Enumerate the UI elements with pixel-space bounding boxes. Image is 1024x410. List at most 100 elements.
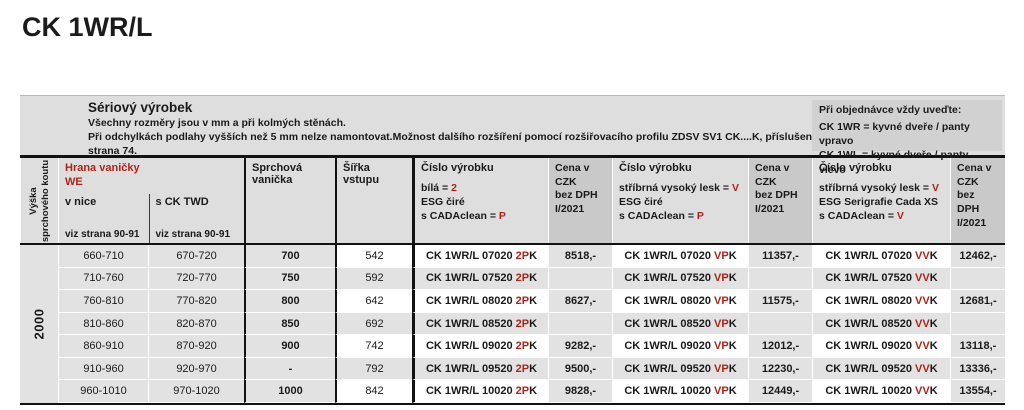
intro-line: strana 74.	[88, 144, 138, 157]
code-variant: VP	[714, 317, 729, 330]
code-base: CK 1WR/L 09020	[425, 340, 516, 353]
v-nice-header: v nice viz strana 90-91	[59, 194, 149, 243]
price-serigraphy-cell: 13336,-	[950, 357, 1005, 381]
code-suffix: K	[728, 249, 737, 262]
table-row: 960-1010 970-1020 1000 842 CK 1WR/L 1002…	[58, 380, 1005, 404]
product-code-silver-cell: CK 1WR/L 09020 VP K	[612, 335, 748, 358]
order-box-heading: Při objednávce vždy uveďte:	[819, 104, 962, 116]
code-variant: 2P	[515, 385, 530, 398]
v-nice-cell: 860-910	[58, 335, 148, 358]
sirka-cell: 842	[335, 380, 412, 404]
code-suffix: K	[929, 249, 938, 262]
code-base: CK 1WR/L 09520	[624, 362, 715, 375]
s-ck-twd-cell: 970-1020	[148, 380, 244, 404]
code-base: CK 1WR/L 08020	[825, 294, 916, 307]
price-table: Sériový výrobek Všechny rozměry jsou v m…	[20, 95, 1005, 405]
code-suffix: K	[529, 249, 538, 262]
s-ck-twd-cell: 870-920	[148, 335, 244, 358]
price-white-cell: 9500,-	[548, 357, 612, 381]
price-serigraphy-cell: 13118,-	[950, 335, 1005, 358]
legend-line: ESG čiré	[421, 195, 465, 208]
page-title: CK 1WR/L	[22, 12, 153, 42]
vanicka-header: Sprchová vanička	[244, 158, 335, 243]
s-ck-twd-header: s CK TWD viz strana 90-91	[148, 194, 244, 243]
code-base: CK 1WR/L 09520	[425, 362, 516, 375]
table-row: 910-960 920-970 - 792 CK 1WR/L 09520 2P K…	[58, 357, 1005, 381]
v-nice-cell: 760-810	[58, 290, 148, 313]
hrana-line1: Hrana vaničky	[65, 162, 140, 174]
code-suffix: K	[529, 317, 538, 330]
hrana-subcolumns: v nice viz strana 90-91 s CK TWD viz str…	[59, 194, 244, 243]
cislo-vyrobku-label: Číslo výrobku	[421, 162, 494, 174]
product-code-silver-cell: CK 1WR/L 08520 VP K	[612, 312, 748, 336]
table-row: 810-860 820-870 850 692 CK 1WR/L 08520 2…	[58, 312, 1005, 336]
code-base: CK 1WR/L 07020	[425, 249, 516, 262]
product-code-white-header: Číslo výrobku bílá = 2 ESG čiré s CADAcl…	[412, 158, 548, 243]
code-base: CK 1WR/L 10020	[425, 385, 516, 398]
price-white-cell: 8627,-	[548, 290, 612, 313]
cena-line: bez DPH	[755, 189, 798, 202]
legend-line: ESG Serigrafie Cada XS	[819, 195, 939, 208]
code-variant: VV	[915, 385, 930, 398]
legend-code-letter: P	[696, 209, 704, 222]
code-suffix: K	[728, 272, 737, 285]
legend-text: bílá =	[421, 182, 452, 194]
code-base: CK 1WR/L 09020	[825, 340, 916, 353]
intro-heading: Sériový výrobek	[88, 100, 193, 115]
code-suffix: K	[929, 385, 938, 398]
product-code-white-cell: CK 1WR/L 07520 2P K	[412, 267, 548, 291]
vanicka-cell: -	[244, 357, 335, 381]
hrana-header-group: Hrana vaničky WE v nice viz strana 90-91 …	[58, 158, 244, 243]
product-code-silver-cell: CK 1WR/L 09520 VP K	[612, 357, 748, 381]
legend-line: stříbrná vysoký lesk = V	[619, 182, 742, 196]
code-variant: VV	[915, 317, 930, 330]
v-nice-cell: 660-710	[58, 245, 148, 268]
cena-line: Cena v CZK	[957, 162, 992, 188]
code-base: CK 1WR/L 07020	[624, 249, 715, 262]
s-ck-twd-cell: 770-820	[148, 290, 244, 313]
code-variant: 2P	[515, 272, 530, 285]
price-serigraphy-cell: 13554,-	[950, 380, 1005, 404]
code-base: CK 1WR/L 08520	[624, 317, 715, 330]
code-base: CK 1WR/L 09520	[825, 362, 916, 375]
vyska-line2: sprchového koutu	[39, 159, 51, 242]
code-variant: VV	[915, 249, 930, 262]
code-base: CK 1WR/L 08020	[624, 294, 715, 307]
price-serigraphy-cell: 12681,-	[950, 290, 1005, 313]
sirka-cell: 542	[335, 245, 412, 268]
price-white-cell: 9282,-	[548, 335, 612, 358]
vyska-line1: Výška	[27, 186, 39, 215]
code-variant: VP	[714, 385, 729, 398]
intro-text: Sériový výrobek Všechny rozměry jsou v m…	[88, 100, 830, 159]
legend-line: stříbrná vysoký lesk = V	[819, 182, 944, 196]
legend-line: bílá = 2	[421, 182, 542, 196]
code-variant: VV	[915, 340, 930, 353]
legend-line: ESG čiré	[619, 195, 663, 208]
price-serigraphy-cell: 12462,-	[950, 245, 1005, 268]
code-suffix: K	[929, 340, 938, 353]
code-suffix: K	[529, 362, 538, 375]
code-base: CK 1WR/L 07520	[624, 272, 715, 285]
legend-text: s CADAclean =	[819, 209, 897, 222]
price-silver-cell: 11575,-	[748, 290, 812, 313]
sirka-cell: 692	[335, 312, 412, 336]
height-column-label: Výška sprchového koutu	[28, 159, 52, 241]
code-variant: VP	[714, 272, 729, 285]
v-nice-cell: 910-960	[58, 357, 148, 381]
legend-text: s CADAclean =	[421, 209, 499, 222]
product-code-serigraphy-cell: CK 1WR/L 07020 VV K	[812, 245, 950, 268]
price-serigraphy-cell	[950, 312, 1005, 336]
cena-line: bez DPH	[555, 189, 598, 202]
order-box-line: CK 1WL = kyvné dveře / panty vlevo	[819, 149, 969, 176]
legend-text: stříbrná vysoký lesk =	[619, 182, 732, 194]
cislo-vyrobku-label: Číslo výrobku	[619, 162, 692, 174]
product-code-white-cell: CK 1WR/L 10020 2P K	[412, 380, 548, 404]
height-column-header: Výška sprchového koutu	[20, 158, 58, 243]
sirka-cell: 642	[335, 290, 412, 313]
product-code-serigraphy-cell: CK 1WR/L 07520 VV K	[812, 267, 950, 291]
legend-code-letter: V	[731, 182, 739, 194]
s-ck-twd-cell: 670-720	[148, 245, 244, 268]
vanicka-cell: 800	[244, 290, 335, 313]
code-base: CK 1WR/L 08520	[425, 317, 516, 330]
code-variant: VV	[915, 362, 930, 375]
